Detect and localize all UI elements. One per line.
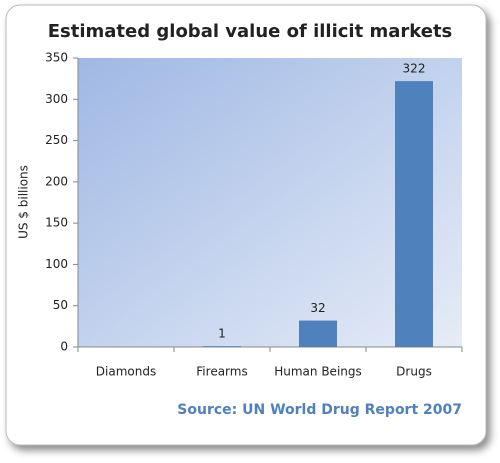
data-label: 1 [218, 327, 226, 341]
bar [395, 81, 433, 348]
y-axis-label: US $ billions [17, 165, 31, 239]
y-tick-label: 150 [45, 216, 68, 230]
bar [299, 320, 337, 347]
y-tick-label: 250 [45, 133, 68, 147]
y-tick-label: 50 [53, 298, 68, 312]
x-tick-label: Drugs [396, 365, 432, 379]
y-tick-label: 200 [45, 174, 68, 188]
bar [203, 346, 241, 347]
y-tick-label: 100 [45, 257, 68, 271]
x-tick-label: Human Beings [274, 365, 362, 379]
source-note: Source: UN World Drug Report 2007 [177, 402, 462, 418]
y-tick-label: 300 [45, 92, 68, 106]
chart-title: Estimated global value of illicit market… [48, 21, 453, 42]
x-tick-label: Diamonds [96, 365, 156, 379]
x-tick-label: Firearms [196, 365, 247, 379]
data-label: 322 [403, 62, 426, 76]
y-tick-label: 0 [60, 340, 68, 354]
y-tick-label: 350 [45, 51, 68, 65]
data-label: 32 [310, 301, 325, 315]
